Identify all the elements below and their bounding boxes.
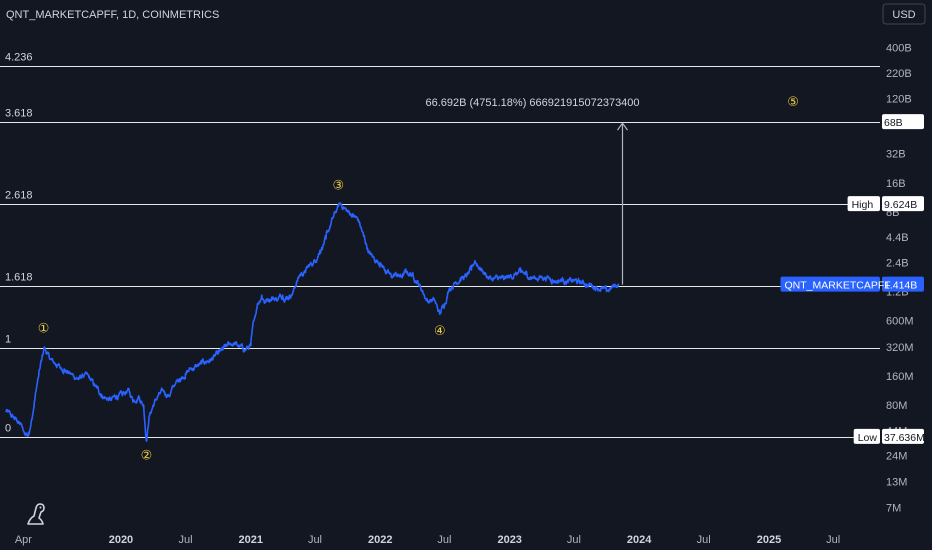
y-tick-label-9: 2.4B xyxy=(886,257,909,269)
price-tag-box-3 xyxy=(882,428,924,444)
x-tick-label-7: 2023 xyxy=(497,534,521,546)
y-tick-label-1: 13M xyxy=(886,476,907,488)
y-tick-label-7: 600M xyxy=(886,316,914,328)
y-tick-label-4: 80M xyxy=(886,400,907,412)
x-tick-label-8: Jul xyxy=(567,534,581,546)
price-tag-box-0 xyxy=(882,114,924,130)
price-tag-prefix-box-1 xyxy=(847,196,880,212)
y-tick-label-17: 400B xyxy=(886,43,912,55)
wave-label-0: ① xyxy=(38,320,50,335)
y-tick-label-15: 120B xyxy=(886,93,912,105)
price-tag-prefix-1: High xyxy=(852,199,874,211)
x-tick-label-5: 2022 xyxy=(368,534,392,546)
price-tag-value-1: 9.624B xyxy=(884,199,917,211)
x-tick-label-1: 2020 xyxy=(109,534,133,546)
fib-label-0: 4.236 xyxy=(5,52,33,64)
x-tick-label-11: 2025 xyxy=(757,534,781,546)
fib-label-2: 2.618 xyxy=(5,190,33,202)
wave-label-2: ③ xyxy=(333,178,345,193)
fib-label-5: 0 xyxy=(5,423,11,435)
y-tick-label-5: 160M xyxy=(886,371,914,383)
y-tick-label-16: 220B xyxy=(886,68,912,80)
y-tick-label-10: 4.4B xyxy=(886,232,909,244)
price-tag-prefix-2: QNT_MARKETCAPFF xyxy=(785,280,891,292)
x-tick-label-4: Jul xyxy=(308,534,322,546)
currency-button[interactable]: USD xyxy=(882,3,926,25)
price-tag-value-0: 68B xyxy=(884,117,903,129)
fib-levels: 4.236 3.618 2.618 1.618 1 0 xyxy=(0,52,880,438)
x-tick-label-10: Jul xyxy=(697,534,711,546)
fib-label-4: 1 xyxy=(5,334,11,346)
price-tag-box-1 xyxy=(882,196,924,212)
series-layer xyxy=(4,202,620,442)
annotations: ① ② ③ ④ ⑤ 66.692B (4751.18%) 6669219150723734… xyxy=(38,94,799,463)
y-tick-label-13: 32B xyxy=(886,149,906,161)
projection-arrowhead-icon xyxy=(617,122,628,131)
tradingview-logo-icon[interactable] xyxy=(27,503,45,525)
x-tick-label-2: Jul xyxy=(178,534,192,546)
wave-label-3: ④ xyxy=(434,323,446,338)
chart-title: QNT_MARKETCAPFF, 1D, COINMETRICS xyxy=(6,9,219,21)
projection-label: 66.692B (4751.18%) 666921915072373400 xyxy=(425,97,639,109)
fib-label-1: 3.618 xyxy=(5,108,33,120)
x-tick-label-6: Jul xyxy=(437,534,451,546)
price-tag-box-2 xyxy=(882,276,924,292)
x-axis: Apr 2020 Jul 2021 Jul 2022 Jul 2023 Jul 2024 Jul 20… xyxy=(15,534,840,546)
x-tick-label-12: Jul xyxy=(826,534,840,546)
x-tick-label-9: 2024 xyxy=(627,534,652,546)
y-tick-label-12: 16B xyxy=(886,178,906,190)
price-tag-prefix-box-2 xyxy=(780,276,880,292)
wave-label-4: ⑤ xyxy=(787,94,799,109)
y-tick-label-6: 320M xyxy=(886,342,914,354)
price-tag-value-3: 37.636M xyxy=(884,432,925,444)
price-tag-value-2: 1.414B xyxy=(884,280,917,292)
x-tick-label-3: 2021 xyxy=(239,534,263,546)
price-tag-prefix-box-3 xyxy=(853,428,880,444)
price-tag-prefix-3: Low xyxy=(858,432,878,444)
y-tick-label-2: 24M xyxy=(886,451,907,463)
series-line-0[interactable] xyxy=(4,202,620,442)
wave-label-1: ② xyxy=(141,448,153,463)
currency-button-label: USD xyxy=(892,9,915,21)
y-tick-label-0: 7M xyxy=(886,502,901,514)
fib-label-3: 1.618 xyxy=(5,272,33,284)
x-tick-label-0: Apr xyxy=(15,534,32,546)
